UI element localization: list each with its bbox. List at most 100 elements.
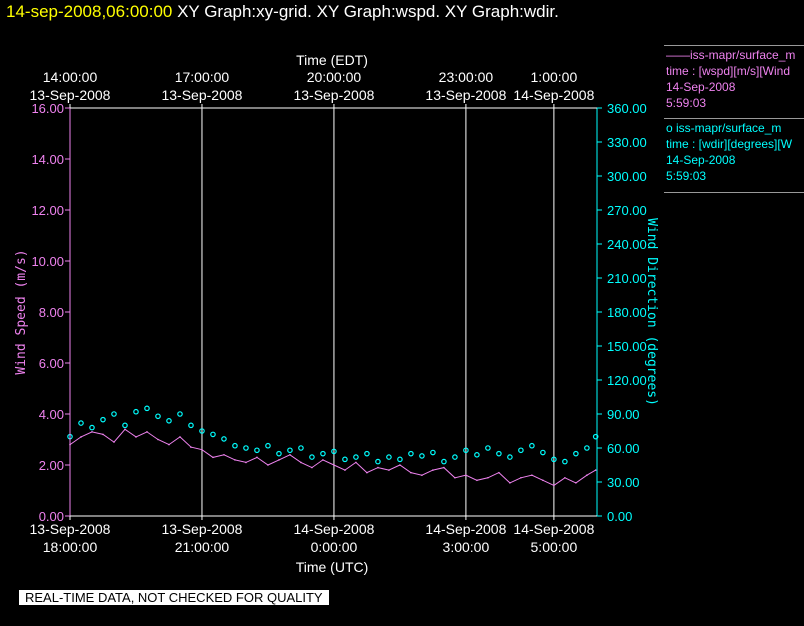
wind-direction-point [485, 445, 491, 451]
wind-speed-line [69, 428, 596, 486]
top-tick-date: 13-Sep-2008 [293, 87, 374, 103]
wind-direction-point [309, 454, 315, 460]
wind-direction-point [562, 458, 568, 465]
wind-speed-series [69, 428, 597, 487]
wind-direction-point [441, 458, 447, 465]
wind-speed-point [124, 428, 126, 431]
wind-direction-point [419, 453, 425, 459]
wind-speed-point [234, 459, 236, 461]
top-tick-time: 17:00:00 [175, 69, 230, 85]
wind-speed-point [377, 466, 379, 469]
left-tick-label: 0.00 [39, 509, 64, 524]
quality-banner: REAL-TIME DATA, NOT CHECKED FOR QUALITY [19, 590, 329, 605]
right-axis-title: Wind Direction (degrees) [644, 218, 659, 406]
wind-direction-point [78, 420, 84, 426]
wind-direction-point [551, 456, 557, 463]
top-tick-time: 20:00:00 [307, 69, 362, 85]
bottom-tick-date: 13-Sep-2008 [30, 521, 111, 537]
top-tick-date: 13-Sep-2008 [30, 87, 111, 103]
wind-direction-point [592, 433, 599, 440]
wind-speed-point [531, 474, 533, 477]
wind-direction-point [507, 454, 513, 460]
wind-speed-point [278, 459, 280, 461]
left-tick-label: 4.00 [39, 407, 64, 422]
wind-direction-point [276, 450, 282, 457]
bottom-tick-date: 14-Sep-2008 [425, 521, 506, 537]
wind-speed-point [465, 474, 467, 477]
wind-speed-point [355, 461, 357, 464]
legend-wspd[interactable]: ——iss-mapr/surface_m time : [wspd][m/s][… [664, 45, 804, 111]
wind-speed-point [594, 469, 597, 471]
top-tick-date: 13-Sep-2008 [161, 87, 242, 103]
top-tick-time: 23:00:00 [439, 69, 494, 85]
wind-direction-point [100, 416, 106, 423]
wind-speed-point [80, 436, 82, 438]
wind-speed-point [201, 448, 203, 451]
top-tick-date: 13-Sep-2008 [425, 87, 506, 103]
graph-title: 14-sep-2008,06:00:00 XY Graph:xy-grid. X… [6, 2, 559, 22]
wind-speed-point [454, 476, 456, 479]
wind-direction-point [155, 413, 161, 420]
bottom-tick-date: 14-Sep-2008 [513, 521, 594, 537]
left-tick-label: 2.00 [39, 458, 64, 473]
wind-speed-point [575, 482, 577, 484]
wind-direction-point [122, 422, 128, 429]
left-tick-label: 14.00 [31, 152, 64, 167]
wind-speed-point [399, 464, 401, 466]
wind-speed-point [135, 436, 137, 438]
right-tick-label: 90.00 [607, 407, 640, 422]
bottom-tick-time: 5:00:00 [531, 539, 578, 555]
wind-speed-point [146, 431, 148, 433]
wind-direction-point [397, 456, 403, 463]
right-tick-label: 270.00 [607, 203, 647, 218]
wind-speed-point [322, 459, 324, 461]
right-tick-label: 210.00 [607, 271, 647, 286]
bottom-tick-time: 21:00:00 [175, 539, 230, 555]
left-axis-title: Wind Speed (m/s) [14, 249, 29, 374]
wind-speed-point [311, 466, 313, 469]
wind-speed-point [388, 469, 390, 471]
wind-direction-point [342, 456, 348, 463]
wind-speed-point [245, 461, 247, 464]
wind-direction-point [243, 445, 249, 451]
wind-direction-point [375, 458, 381, 465]
bottom-tick-time: 18:00:00 [43, 539, 98, 555]
left-tick-label: 16.00 [31, 101, 64, 116]
wind-direction-point [221, 436, 227, 442]
wind-speed-point [542, 479, 544, 482]
legend-wdir-time: 5:59:03 [666, 169, 707, 183]
wind-speed-point [212, 456, 214, 459]
legend-divider [664, 45, 804, 46]
wind-speed-point [113, 441, 115, 443]
wind-direction-point [540, 449, 546, 456]
wind-direction-point [298, 445, 304, 451]
wind-speed-point [520, 476, 522, 479]
legend-wdir-source: o iss-mapr/surface_m [666, 121, 782, 135]
wind-direction-point [232, 442, 238, 449]
legend-divider [664, 118, 804, 119]
wind-direction-point [496, 450, 502, 457]
right-tick-label: 300.00 [607, 169, 647, 184]
top-tick-time: 1:00:00 [531, 69, 578, 85]
wind-speed-point [410, 471, 412, 474]
wind-speed-point [586, 474, 588, 477]
title-timestamp: 14-sep-2008,06:00:00 [6, 2, 173, 21]
wind-speed-point [366, 471, 368, 474]
wind-speed-point [487, 476, 489, 479]
wind-direction-point [111, 411, 117, 417]
bottom-tick-time: 3:00:00 [443, 539, 490, 555]
legend-wspd-time: 5:59:03 [666, 96, 707, 110]
wind-speed-point [432, 469, 434, 471]
right-tick-label: 60.00 [607, 441, 640, 456]
legend-wdir[interactable]: o iss-mapr/surface_m time : [wdir][degre… [664, 118, 804, 193]
left-tick-label: 6.00 [39, 356, 64, 371]
wind-direction-point [210, 431, 216, 438]
wind-speed-point [168, 443, 170, 446]
wind-speed-point [300, 461, 302, 464]
right-tick-label: 30.00 [607, 475, 640, 490]
wind-direction-point [287, 447, 293, 454]
wind-direction-point [144, 405, 150, 412]
wind-direction-point [430, 449, 436, 456]
wind-speed-point [157, 438, 159, 441]
